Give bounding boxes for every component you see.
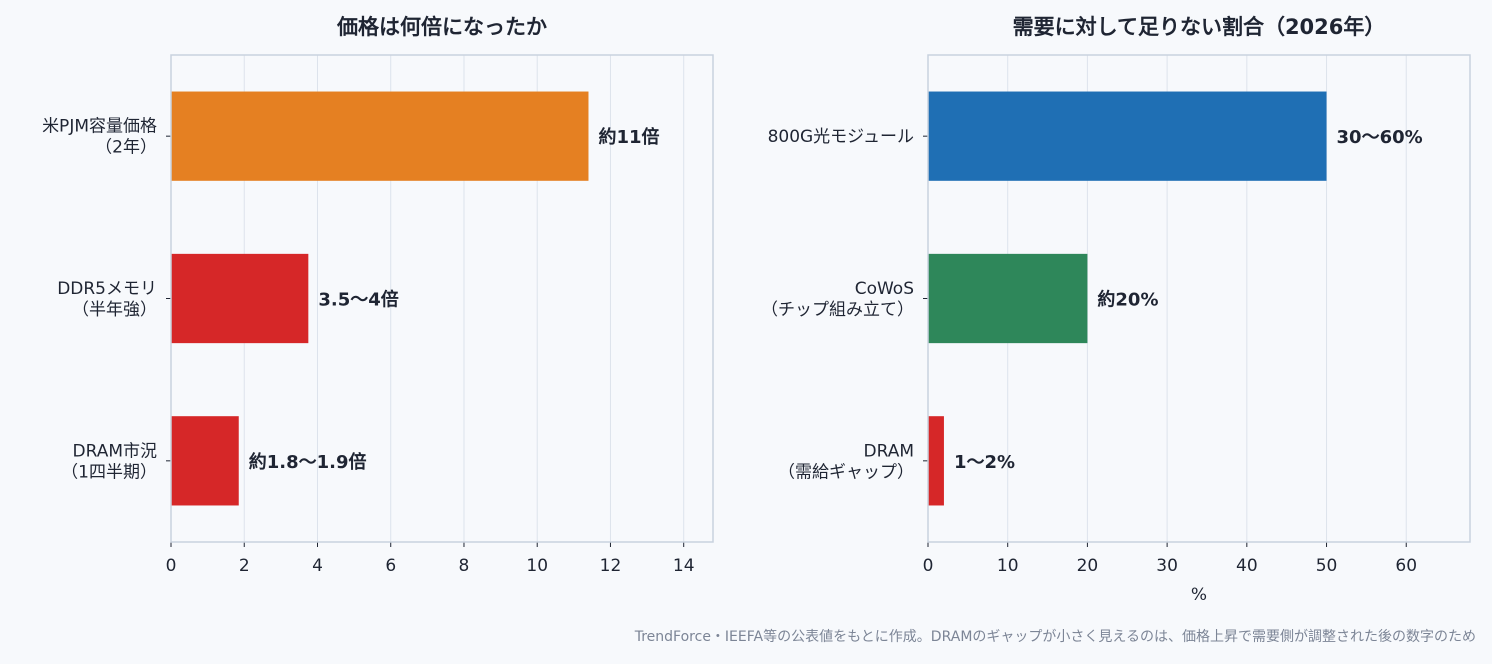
chart1-bar (171, 91, 589, 181)
chart2-tick-label: 30 (1156, 556, 1178, 576)
chart1-data-label: 約1.8〜1.9倍 (249, 451, 367, 473)
chart1-tick-label: 2 (239, 556, 250, 576)
chart1-tick-label: 4 (312, 556, 323, 576)
chart1-category-label: 米PJM容量価格 (42, 117, 157, 137)
chart2-tick-label: 40 (1236, 556, 1258, 576)
chart1-category-label: （2年） (95, 138, 157, 158)
chart2-x-axis-label: % (1191, 585, 1207, 605)
chart2-category-label: DRAM (863, 441, 914, 461)
chart2-bar (928, 91, 1327, 181)
chart2-tick-label: 60 (1395, 556, 1417, 576)
chart2-title: 需要に対して足りない割合（2026年） (1013, 15, 1386, 39)
chart2-category-label: （チップ組み立て） (761, 300, 914, 320)
chart2-data-label: 約20% (1097, 289, 1158, 311)
chart2-tick-label: 10 (997, 556, 1019, 576)
chart1-tick-label: 8 (459, 556, 470, 576)
chart2-data-label: 30〜60% (1337, 127, 1423, 148)
chart1-tick-label: 12 (600, 556, 622, 576)
chart2-data-label: 1〜2% (954, 452, 1015, 473)
chart1-tick-label: 14 (673, 556, 695, 576)
chart2-category-label: （需給ギャップ） (778, 462, 914, 482)
chart1-bar (171, 253, 309, 344)
chart1-tick-label: 10 (526, 556, 548, 576)
chart2-bar (928, 253, 1088, 344)
chart1-category-label: （半年強） (72, 300, 157, 320)
chart2-tick-label: 0 (923, 556, 934, 576)
chart1-category-label: DDR5メモリ (57, 279, 157, 299)
chart1-tick-label: 6 (385, 556, 396, 576)
chart1-frame (170, 54, 714, 543)
chart1-bar (171, 416, 239, 506)
chart1-category-label: DRAM市況 (72, 441, 157, 461)
chart1-category-label: （1四半期） (61, 462, 157, 482)
chart1-tick-label: 0 (166, 556, 177, 576)
chart2-tick-label: 20 (1077, 556, 1099, 576)
chart2-frame (927, 54, 1471, 543)
footnote: TrendForce・IEEFA等の公表値をもとに作成。DRAMのギャップが小さ… (634, 629, 1476, 645)
chart2-category-label: 800G光モジュール (768, 127, 914, 147)
chart1-title: 価格は何倍になったか (336, 15, 547, 39)
chart1-data-label: 3.5〜4倍 (318, 289, 398, 311)
chart2-tick-label: 50 (1316, 556, 1338, 576)
chart2-bar (928, 416, 944, 506)
chart1-data-label: 約11倍 (598, 126, 659, 148)
chart2-category-label: CoWoS (855, 279, 914, 299)
